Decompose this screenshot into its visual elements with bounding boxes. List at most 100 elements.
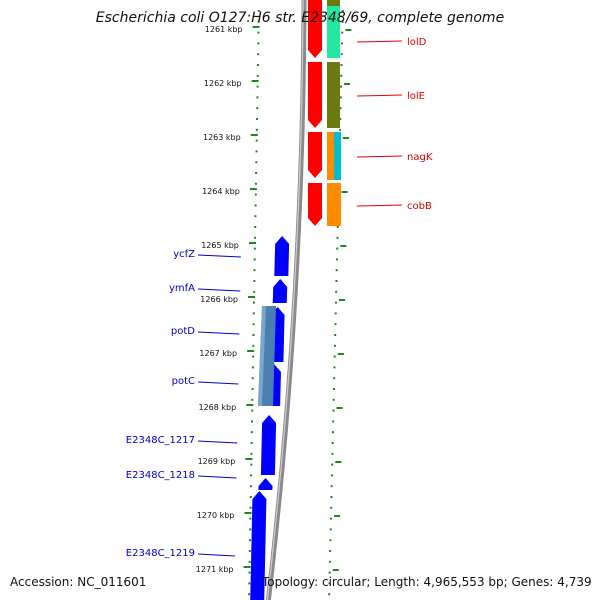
tick-dot bbox=[249, 485, 252, 488]
tick-dot bbox=[249, 496, 252, 498]
leader-E2348C_1218 bbox=[197, 475, 237, 479]
tick-dot bbox=[255, 161, 258, 164]
tick-dot bbox=[257, 31, 260, 34]
tick-dot bbox=[330, 496, 333, 498]
tick-dot bbox=[329, 550, 332, 552]
tick-dot bbox=[341, 42, 344, 45]
cog-block-top bbox=[327, 0, 340, 6]
gene-label-ycfZ: ycfZ bbox=[173, 249, 195, 260]
tick-dot bbox=[253, 269, 256, 272]
tick-dot bbox=[334, 301, 337, 304]
tick-dot bbox=[328, 582, 331, 585]
tick-dot bbox=[251, 388, 254, 390]
tick-dot bbox=[255, 128, 258, 131]
tick-dot bbox=[248, 571, 251, 574]
tick-dot bbox=[330, 506, 333, 509]
tick-dot bbox=[253, 290, 256, 293]
tick-dot bbox=[256, 74, 259, 77]
major-tick bbox=[344, 83, 351, 85]
tick-dot bbox=[248, 550, 251, 552]
backbone-line bbox=[265, 0, 307, 600]
gene-label-ymfA: ymfA bbox=[169, 283, 195, 294]
tick-dot bbox=[335, 269, 338, 272]
leader-E2348C_1219 bbox=[197, 553, 235, 557]
major-tick bbox=[252, 26, 260, 28]
tick-dot bbox=[250, 420, 253, 423]
tick-dot bbox=[334, 334, 337, 336]
scale-label: 1268 kbp bbox=[198, 403, 236, 412]
tick-dot bbox=[336, 247, 339, 250]
tick-dot bbox=[257, 42, 260, 45]
scale-label: 1270 kbp bbox=[197, 511, 235, 520]
tick-dot bbox=[329, 528, 332, 531]
accession-text: Accession: NC_011601 bbox=[10, 575, 147, 589]
leader-lolD bbox=[356, 40, 403, 43]
major-tick bbox=[335, 461, 342, 463]
major-tick bbox=[340, 245, 347, 247]
tick-dot bbox=[250, 452, 253, 455]
tick-dot bbox=[255, 172, 258, 174]
tick-dot bbox=[251, 398, 254, 401]
tick-dot bbox=[329, 517, 332, 520]
tick-dot bbox=[339, 107, 342, 110]
tick-dot bbox=[328, 571, 331, 574]
tick-dot bbox=[249, 539, 252, 542]
tick-dot bbox=[256, 64, 259, 66]
tick-dot bbox=[333, 344, 336, 347]
forward-cds-0 bbox=[308, 0, 322, 58]
tick-dot bbox=[335, 280, 338, 282]
tick-dot bbox=[248, 560, 251, 563]
tick-dot bbox=[340, 74, 343, 77]
tick-dot bbox=[254, 193, 257, 196]
tick-dot bbox=[250, 442, 253, 444]
scale-label: 1269 kbp bbox=[198, 457, 236, 466]
genome-backbone bbox=[265, 0, 307, 600]
tick-dot bbox=[257, 20, 260, 23]
reverse-cds-6 bbox=[250, 491, 267, 600]
major-tick bbox=[345, 29, 352, 31]
tick-dot bbox=[256, 118, 259, 120]
tick-dot bbox=[331, 463, 334, 466]
tick-dot bbox=[331, 442, 334, 444]
label-leaders bbox=[197, 40, 403, 557]
tick-dot bbox=[334, 312, 337, 315]
scale-label: 1266 kbp bbox=[200, 295, 238, 304]
tick-dot bbox=[251, 409, 254, 412]
major-tick bbox=[341, 191, 348, 193]
major-tick bbox=[332, 569, 339, 571]
cog-block-nagK-b bbox=[334, 132, 341, 180]
tick-dot bbox=[331, 452, 334, 455]
gene-label-potD: potD bbox=[171, 326, 195, 337]
tick-dot bbox=[251, 366, 254, 369]
tick-dot bbox=[250, 463, 253, 466]
tick-dot bbox=[253, 258, 256, 261]
scale-labels: 1261 kbp 1262 kbp 1263 kbp 1264 kbp 1265 kbp… bbox=[196, 25, 243, 574]
forward-cds-1 bbox=[308, 62, 322, 128]
scale-label: 1261 kbp bbox=[205, 25, 243, 34]
gene-label-potC: potC bbox=[172, 376, 195, 387]
tick-dot bbox=[340, 85, 343, 88]
tick-dot bbox=[252, 323, 255, 326]
tick-dot bbox=[257, 53, 260, 56]
gene-label-E2348C_1218: E2348C_1218 bbox=[126, 470, 195, 481]
tick-dot bbox=[254, 182, 257, 185]
scale-label: 1264 kbp bbox=[202, 187, 240, 196]
leader-ymfA bbox=[197, 288, 241, 292]
tick-dot bbox=[250, 474, 253, 477]
scale-label: 1265 kbp bbox=[201, 241, 239, 250]
tick-dot bbox=[331, 431, 334, 434]
major-tick bbox=[251, 80, 259, 82]
cog-block-pot-shade bbox=[258, 306, 266, 406]
tick-dot bbox=[257, 10, 260, 12]
tick-dot bbox=[332, 409, 335, 412]
major-tick bbox=[339, 299, 346, 301]
tick-dot bbox=[256, 107, 259, 110]
tick-dot bbox=[334, 323, 337, 326]
gene-label-E2348C_1217: E2348C_1217 bbox=[126, 435, 195, 446]
forward-cds-3 bbox=[308, 183, 322, 226]
tick-dot bbox=[250, 431, 253, 434]
tick-dot bbox=[333, 377, 336, 380]
tick-dot bbox=[256, 85, 259, 88]
tick-dot bbox=[338, 128, 341, 131]
